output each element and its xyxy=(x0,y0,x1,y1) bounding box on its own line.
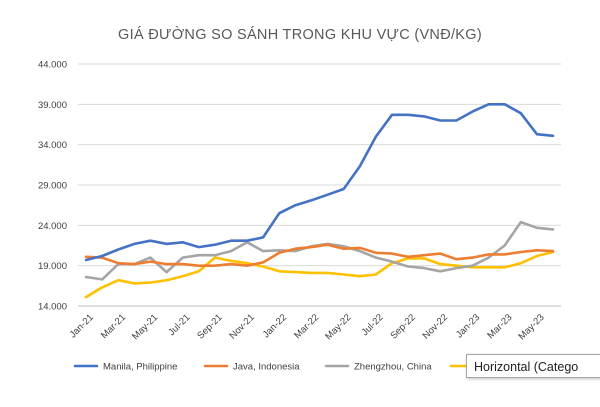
y-tick-label: 14.000 xyxy=(38,302,67,313)
gridlines xyxy=(78,63,561,307)
x-tick-label: May-21 xyxy=(130,312,160,342)
x-tick-label: Jul-21 xyxy=(166,312,192,338)
x-tick-label: Nov-22 xyxy=(421,312,450,341)
hover-tooltip: Horizontal (Catego xyxy=(466,354,600,378)
x-tick-label: Nov-21 xyxy=(227,312,256,341)
series-line-horizontal xyxy=(84,250,555,299)
y-tick-label: 44.000 xyxy=(38,60,67,71)
x-tick-label: May-23 xyxy=(516,312,546,342)
y-axis: 14.000 19.000 24.000 29.000 34.000 39.000 44.0… xyxy=(38,60,67,313)
x-tick-label: Sep-22 xyxy=(388,312,417,341)
legend-label-zhengzhou: Zhengzhou, China xyxy=(354,362,432,373)
legend-label-java: Java, Indonesia xyxy=(233,362,300,373)
x-tick-label: Jan-22 xyxy=(261,312,289,340)
y-tick-label: 24.000 xyxy=(38,221,67,232)
x-tick-label: Mar-21 xyxy=(99,312,128,341)
x-tick-label: Sep-21 xyxy=(195,312,224,341)
series-line-manila xyxy=(84,103,555,262)
series-lines xyxy=(84,103,555,299)
x-axis: Jan-21 Mar-21 May-21 Jul-21 Sep-21 Nov-21 Jan-… xyxy=(68,305,561,342)
series-line-java xyxy=(84,243,555,267)
y-tick-label: 19.000 xyxy=(38,261,67,272)
x-tick-label: Jan-21 xyxy=(68,312,96,340)
legend-label-manila: Manila, Philippine xyxy=(103,362,177,373)
x-tick-label: May-22 xyxy=(323,312,353,342)
y-tick-label: 39.000 xyxy=(38,100,67,111)
x-tick-label: Mar-23 xyxy=(485,312,514,341)
y-tick-label: 34.000 xyxy=(38,140,67,151)
x-tick-label: Mar-22 xyxy=(292,312,321,341)
series-line-zhengzhou xyxy=(84,220,555,281)
chart-title: GIÁ ĐƯỜNG SO SÁNH TRONG KHU VỰC (VNĐ/KG) xyxy=(118,27,482,43)
y-tick-label: 29.000 xyxy=(38,181,67,192)
x-tick-label: Jan-23 xyxy=(454,312,482,340)
x-tick-label: Jul-22 xyxy=(360,312,386,338)
